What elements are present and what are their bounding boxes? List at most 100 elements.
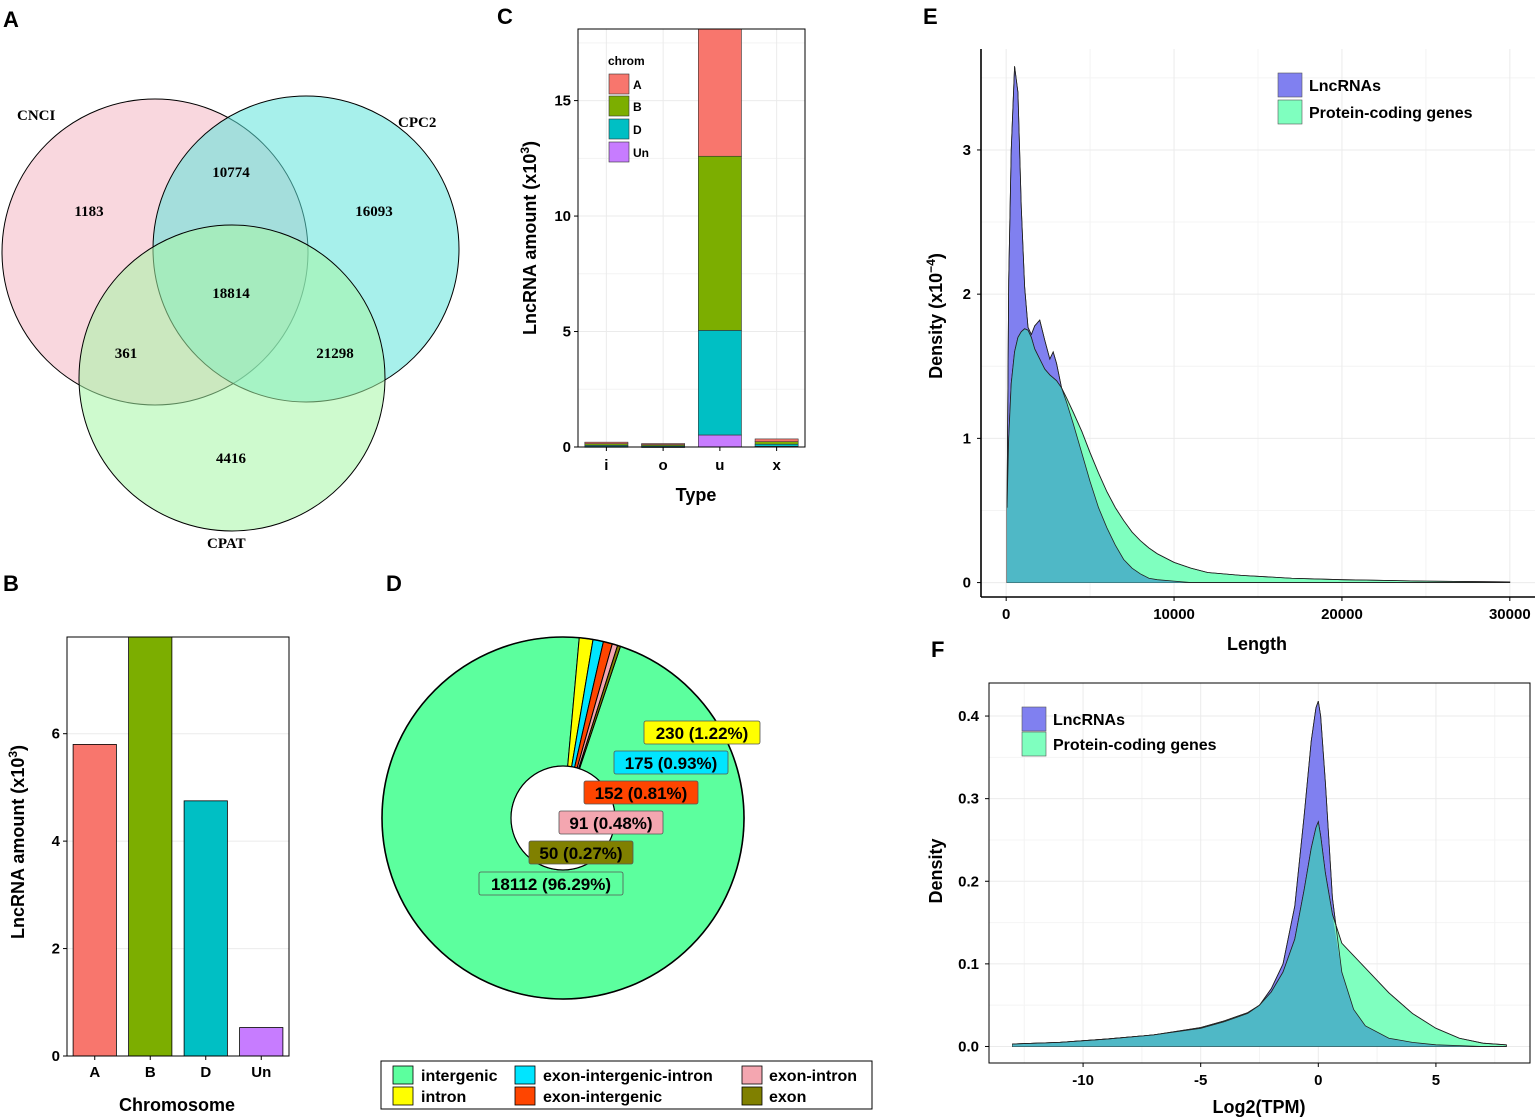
chart-f-ytick: 0.3	[958, 791, 979, 808]
chart-e-xtick: 30000	[1489, 606, 1531, 623]
chart-e-ytick: 0	[963, 575, 971, 592]
chart-d-label-bg	[613, 750, 729, 775]
chart-c-legend-swatch-d	[608, 118, 630, 140]
chart-c-ytick: 0	[563, 439, 571, 456]
venn-count-cnci-cpc2: 10774	[212, 165, 250, 181]
chart-c-bar-u-b	[698, 155, 742, 331]
chart-b-xlabel: Chromosome	[119, 1095, 235, 1115]
chart-c-legend-label: D	[633, 123, 642, 137]
chart-f-yticks: 0.0 0.1 0.2 0.3 0.4	[958, 708, 980, 1055]
venn-count-cnci-cpat: 361	[115, 346, 138, 362]
chart-b-ytick: 0	[52, 1048, 60, 1065]
chart-b-bar-un	[239, 1027, 284, 1057]
chart-d-legend-label: exon	[769, 1089, 806, 1106]
chart-d-legend-swatch	[514, 1065, 536, 1085]
chart-f-xtick: 0	[1314, 1072, 1322, 1089]
chart-d-label-bg	[528, 840, 634, 865]
chart-b-yticks: 0 2 4 6	[52, 726, 61, 1065]
chart-c-legend-swatch-a	[608, 73, 630, 95]
chart-d-legend-swatch	[392, 1086, 414, 1106]
chart-d-label: 50 (0.27%)	[539, 844, 622, 863]
panel-label-b: B	[3, 571, 19, 596]
chart-d-label: 91 (0.48%)	[569, 814, 652, 833]
chart-e-legend-label: Protein-coding genes	[1309, 105, 1473, 122]
chart-e-xtick: 10000	[1153, 606, 1195, 623]
panel-label-c: C	[497, 4, 513, 29]
chart-c-bar-x-b	[754, 441, 799, 445]
chart-d-legend-label: exon-intergenic	[543, 1089, 662, 1106]
chart-b-frame	[66, 636, 290, 1057]
chart-b-ytick: 6	[52, 726, 60, 743]
chart-f-legend-swatch-pc	[1021, 731, 1047, 757]
chart-c-xtick: o	[659, 457, 668, 474]
chart-c-legend-label: Un	[633, 146, 649, 160]
venn-diagram	[1, 95, 460, 532]
chart-e-ytick: 1	[963, 430, 971, 447]
chart-c-ytick: 15	[554, 93, 571, 110]
chart-d-label: 230 (1.22%)	[656, 724, 749, 743]
chart-b-ylabel: LncRNA amount (x103)	[6, 745, 28, 939]
venn-set-cnci: CNCI	[17, 108, 55, 124]
chart-c-legend-label: B	[633, 100, 642, 114]
chart-c-legend-swatch-b	[608, 95, 630, 117]
chart-f-ytick: 0.4	[958, 708, 980, 725]
venn-set-cpat: CPAT	[207, 536, 246, 552]
chart-e-areas	[1006, 66, 1511, 583]
chart-c-bar-u-a	[698, 28, 742, 157]
chart-c-legend-label: A	[633, 78, 642, 92]
panel-label-e: E	[923, 4, 938, 29]
chart-c-bar-x-d	[754, 443, 799, 447]
chart-c-yticks: 0 5 10 15	[554, 93, 571, 456]
chart-b-bar-d	[183, 800, 228, 1057]
chart-d-donut-outline	[381, 636, 745, 1000]
chart-f-frame	[988, 682, 1531, 1064]
chart-e-legend-swatch-pc	[1277, 99, 1303, 125]
chart-e-yticks: 0 1 2 3	[963, 142, 971, 592]
chart-f-xtick: 5	[1432, 1072, 1440, 1089]
chart-e-xtick: 20000	[1321, 606, 1363, 623]
chart-e-xtick: 0	[1002, 606, 1010, 623]
chart-e-xticks: 0 10000 20000 30000	[1002, 606, 1531, 623]
venn-count-cnci-only: 1183	[74, 204, 103, 220]
chart-d-label-bg	[478, 871, 624, 896]
chart-f-ytick: 0.0	[958, 1038, 979, 1055]
chart-c-grid	[574, 29, 805, 448]
chart-d-legend-swatch	[392, 1065, 414, 1085]
chart-f-ylabel: Density	[926, 838, 946, 903]
chart-f-ytick: 0.1	[958, 956, 979, 973]
chart-d-labels: 230 (1.22%) 175 (0.93%) 152 (0.81%) 91 (…	[478, 720, 761, 896]
venn-count-cpat-only: 4416	[216, 451, 247, 467]
chart-e-ylabel: Density (x10−4)	[924, 253, 946, 379]
chart-b-xtick: D	[200, 1064, 211, 1081]
chart-c-bar-u-un	[698, 434, 742, 448]
chart-d-label-bg	[583, 780, 699, 805]
chart-f-legend-swatch-lnc	[1021, 706, 1047, 732]
chart-c-frame	[577, 28, 806, 448]
chart-f-legend-label: LncRNAs	[1053, 712, 1125, 729]
chart-f-xtick: -10	[1072, 1072, 1094, 1089]
chart-e-ytick: 2	[963, 286, 971, 303]
chart-c-xtick: u	[715, 457, 724, 474]
chart-d-legend-swatch	[741, 1086, 763, 1106]
chart-d-label: 18112 (96.29%)	[491, 875, 611, 894]
chart-d-legend: intergenic intron exon-intergenic-intron…	[380, 1060, 873, 1110]
venn-count-cpc2-cpat: 21298	[316, 346, 354, 362]
venn-count-all: 18814	[212, 286, 250, 302]
chart-b-xtick: A	[89, 1064, 100, 1081]
chart-d-legend-label: intron	[421, 1089, 466, 1106]
chart-f-areas	[1012, 701, 1507, 1047]
chart-e-legend-label: LncRNAs	[1309, 78, 1381, 95]
chart-c-xtick: x	[772, 457, 781, 474]
chart-b-bars	[72, 636, 284, 1060]
panel-label-a: A	[3, 7, 19, 32]
chart-c-bar-u-d	[698, 330, 742, 436]
chart-d-legend-frame	[380, 1060, 873, 1110]
chart-f-line-lncrna	[1012, 701, 1507, 1047]
chart-f-legend: LncRNAs Protein-coding genes	[1021, 706, 1217, 757]
venn-count-cpc2-only: 16093	[355, 204, 393, 220]
chart-e-xlabel: Length	[1227, 634, 1287, 654]
chart-c-bar-o-a	[641, 443, 685, 445]
chart-c-xlabel: Type	[676, 485, 717, 505]
venn-circle-cpat	[78, 224, 386, 532]
chart-c-bars	[584, 28, 799, 451]
